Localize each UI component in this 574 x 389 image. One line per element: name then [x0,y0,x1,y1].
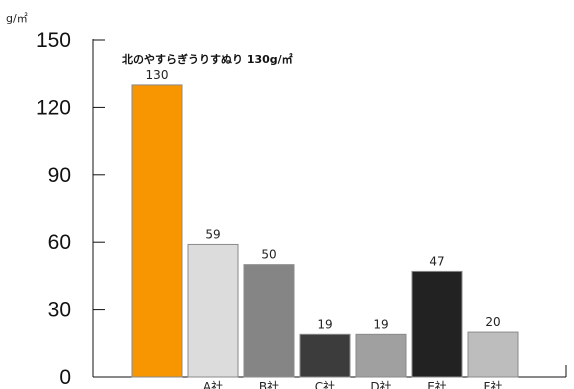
bars: 130 59 50 19 19 47 20 [131,68,519,378]
y-tick-label: 30 [48,299,71,322]
x-tick-label: D社 [370,379,391,389]
x-tick-label: A社 [203,379,223,389]
bar-value-label: 50 [261,248,276,262]
y-unit-label: g/㎡ [6,12,28,25]
x-tick-label: E社 [427,379,447,389]
y-tick-label: 60 [48,231,71,254]
bar-value-label: 19 [317,317,332,331]
y-tick-label: 150 [36,29,71,52]
bar-value-label: 59 [205,227,220,241]
bar-value-label: 19 [373,317,388,331]
bar [131,84,183,378]
bar-value-label: 47 [429,254,444,268]
y-tick-label: 90 [48,164,71,187]
x-tick-label: C社 [315,379,335,389]
x-tick-label: B社 [259,379,279,389]
bar [187,243,239,378]
bar-value-label: 130 [146,68,169,82]
bar [355,333,407,378]
y-axis: 0 30 60 90 120 150 [36,29,105,389]
x-tick-label: F社 [484,379,503,389]
bar-value-label: 20 [485,315,500,329]
y-tick-label: 0 [59,366,71,389]
chart-title: 北のやすらぎうりすぬり 130g/㎡ [122,52,293,66]
bar [467,331,519,378]
y-tick-label: 120 [36,96,71,119]
bar [411,270,463,378]
bar [243,264,295,378]
bar [299,333,351,378]
